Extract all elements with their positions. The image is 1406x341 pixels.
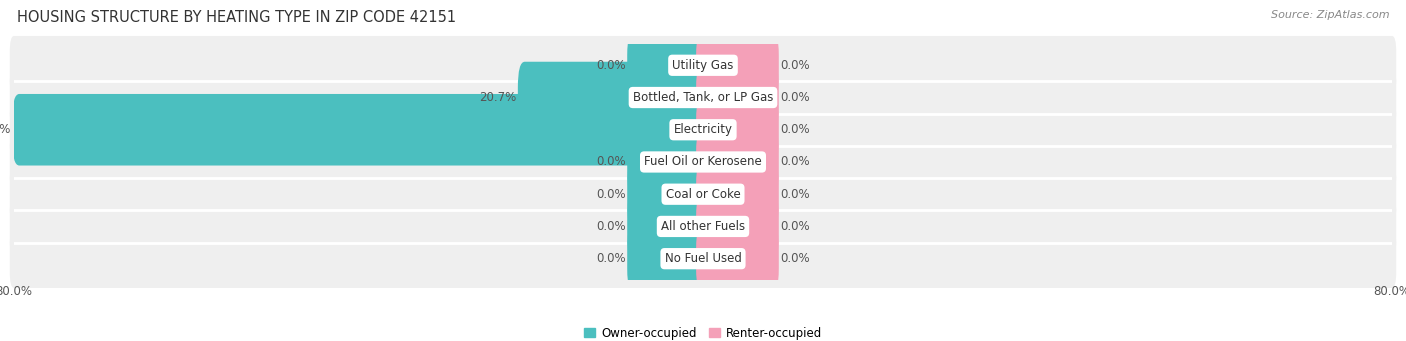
FancyBboxPatch shape <box>696 223 779 294</box>
FancyBboxPatch shape <box>10 229 1396 288</box>
FancyBboxPatch shape <box>696 126 779 198</box>
FancyBboxPatch shape <box>696 30 779 101</box>
Text: 0.0%: 0.0% <box>780 155 810 168</box>
Text: 0.0%: 0.0% <box>596 155 626 168</box>
FancyBboxPatch shape <box>13 94 710 165</box>
FancyBboxPatch shape <box>10 68 1396 127</box>
FancyBboxPatch shape <box>696 94 779 165</box>
FancyBboxPatch shape <box>696 159 779 230</box>
Text: 0.0%: 0.0% <box>780 188 810 201</box>
Text: All other Fuels: All other Fuels <box>661 220 745 233</box>
FancyBboxPatch shape <box>627 159 710 230</box>
Text: Fuel Oil or Kerosene: Fuel Oil or Kerosene <box>644 155 762 168</box>
Text: 0.0%: 0.0% <box>596 59 626 72</box>
Legend: Owner-occupied, Renter-occupied: Owner-occupied, Renter-occupied <box>583 327 823 340</box>
Text: 0.0%: 0.0% <box>780 91 810 104</box>
FancyBboxPatch shape <box>10 36 1396 94</box>
Text: 0.0%: 0.0% <box>780 220 810 233</box>
FancyBboxPatch shape <box>10 165 1396 224</box>
FancyBboxPatch shape <box>10 133 1396 191</box>
Text: No Fuel Used: No Fuel Used <box>665 252 741 265</box>
Text: 79.4%: 79.4% <box>0 123 11 136</box>
FancyBboxPatch shape <box>627 126 710 198</box>
FancyBboxPatch shape <box>517 62 710 133</box>
Text: Coal or Coke: Coal or Coke <box>665 188 741 201</box>
Text: Utility Gas: Utility Gas <box>672 59 734 72</box>
Text: 0.0%: 0.0% <box>780 59 810 72</box>
FancyBboxPatch shape <box>627 223 710 294</box>
Text: Source: ZipAtlas.com: Source: ZipAtlas.com <box>1271 10 1389 20</box>
FancyBboxPatch shape <box>10 197 1396 256</box>
Text: 0.0%: 0.0% <box>780 252 810 265</box>
FancyBboxPatch shape <box>696 191 779 262</box>
Text: 0.0%: 0.0% <box>596 188 626 201</box>
FancyBboxPatch shape <box>627 30 710 101</box>
FancyBboxPatch shape <box>696 62 779 133</box>
Text: Electricity: Electricity <box>673 123 733 136</box>
Text: 0.0%: 0.0% <box>780 123 810 136</box>
FancyBboxPatch shape <box>10 100 1396 159</box>
Text: 0.0%: 0.0% <box>596 252 626 265</box>
Text: 20.7%: 20.7% <box>479 91 516 104</box>
Text: 0.0%: 0.0% <box>596 220 626 233</box>
FancyBboxPatch shape <box>627 191 710 262</box>
Text: Bottled, Tank, or LP Gas: Bottled, Tank, or LP Gas <box>633 91 773 104</box>
Text: HOUSING STRUCTURE BY HEATING TYPE IN ZIP CODE 42151: HOUSING STRUCTURE BY HEATING TYPE IN ZIP… <box>17 10 456 25</box>
